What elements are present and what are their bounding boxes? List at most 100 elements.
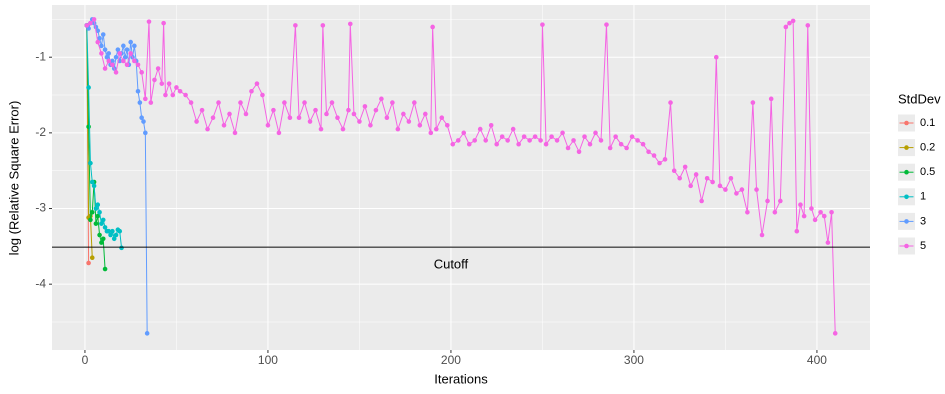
data-point (106, 58, 112, 64)
data-point (89, 255, 95, 260)
data-point (560, 130, 565, 136)
data-point (307, 119, 313, 124)
data-point (778, 198, 783, 204)
data-point (607, 145, 613, 151)
legend-marker (904, 243, 909, 249)
data-point (117, 228, 123, 234)
data-point (699, 198, 704, 204)
data-point (710, 179, 715, 185)
data-point (329, 100, 335, 105)
data-point (93, 206, 99, 211)
data-point (99, 221, 104, 226)
data-point (155, 66, 161, 71)
data-point (104, 54, 110, 60)
data-point (798, 202, 803, 208)
data-point (119, 245, 124, 251)
legend-marker (904, 169, 909, 175)
data-point (439, 115, 445, 121)
data-point (809, 206, 814, 211)
data-point (121, 43, 126, 49)
data-point (99, 51, 104, 56)
x-tick-label: 300 (624, 353, 644, 367)
data-point (505, 138, 510, 143)
data-point (335, 115, 340, 121)
x-tick-label: 400 (807, 353, 827, 367)
data-point (646, 149, 651, 155)
data-point (88, 160, 93, 166)
data-point (93, 221, 99, 226)
data-point (144, 331, 150, 336)
data-point (368, 122, 373, 128)
data-point (106, 51, 112, 56)
data-point (282, 100, 287, 105)
data-point (635, 138, 640, 143)
data-point (565, 145, 571, 151)
y-tick-label: -4 (35, 276, 46, 290)
data-point (818, 210, 823, 215)
data-point (110, 228, 115, 234)
x-axis-title: Iterations (434, 371, 488, 386)
data-point (532, 134, 538, 139)
legend-marker (904, 145, 909, 150)
data-point (430, 24, 435, 30)
data-point (117, 51, 123, 56)
data-point (132, 58, 137, 64)
data-point (433, 126, 439, 132)
data-point (170, 92, 176, 98)
data-point (483, 138, 489, 143)
data-point (604, 22, 609, 27)
data-point (320, 23, 326, 28)
data-point (657, 160, 662, 166)
data-point (100, 32, 106, 37)
data-point (582, 134, 587, 139)
data-point (373, 107, 379, 113)
legend-label: 1 (920, 191, 926, 203)
data-point (296, 115, 302, 121)
data-point (313, 107, 318, 113)
data-point (768, 96, 774, 102)
data-point (122, 54, 128, 60)
data-point (232, 130, 238, 136)
data-point (287, 115, 293, 121)
data-point (141, 119, 146, 124)
data-point (318, 126, 324, 132)
data-point (137, 100, 143, 105)
data-point (91, 17, 97, 22)
data-point (417, 122, 423, 128)
data-point (554, 138, 560, 143)
data-point (89, 210, 95, 215)
data-point (745, 210, 750, 215)
data-point (110, 62, 115, 68)
data-point (739, 187, 745, 192)
data-point (461, 130, 467, 136)
data-point (97, 232, 102, 238)
data-point (390, 100, 395, 105)
data-point (671, 168, 677, 173)
data-point (750, 100, 756, 105)
data-point (759, 232, 765, 238)
data-point (540, 22, 545, 27)
data-point (205, 126, 210, 132)
data-point (794, 228, 800, 234)
data-point (412, 100, 417, 105)
data-point (832, 331, 838, 336)
data-point (276, 130, 282, 136)
data-point (734, 191, 739, 196)
data-point (166, 81, 172, 86)
data-point (260, 92, 265, 98)
data-point (428, 130, 434, 136)
data-point (640, 141, 646, 147)
data-point (527, 138, 532, 143)
data-point (821, 213, 827, 219)
data-point (682, 164, 688, 170)
data-point (651, 153, 657, 158)
data-point (510, 126, 516, 132)
data-point (100, 217, 106, 223)
data-point (106, 228, 112, 234)
data-point (624, 145, 629, 151)
data-point (210, 115, 216, 121)
data-point (406, 119, 412, 124)
legend-label: 0.2 (920, 142, 935, 154)
data-point (121, 58, 126, 64)
data-point (238, 100, 243, 105)
